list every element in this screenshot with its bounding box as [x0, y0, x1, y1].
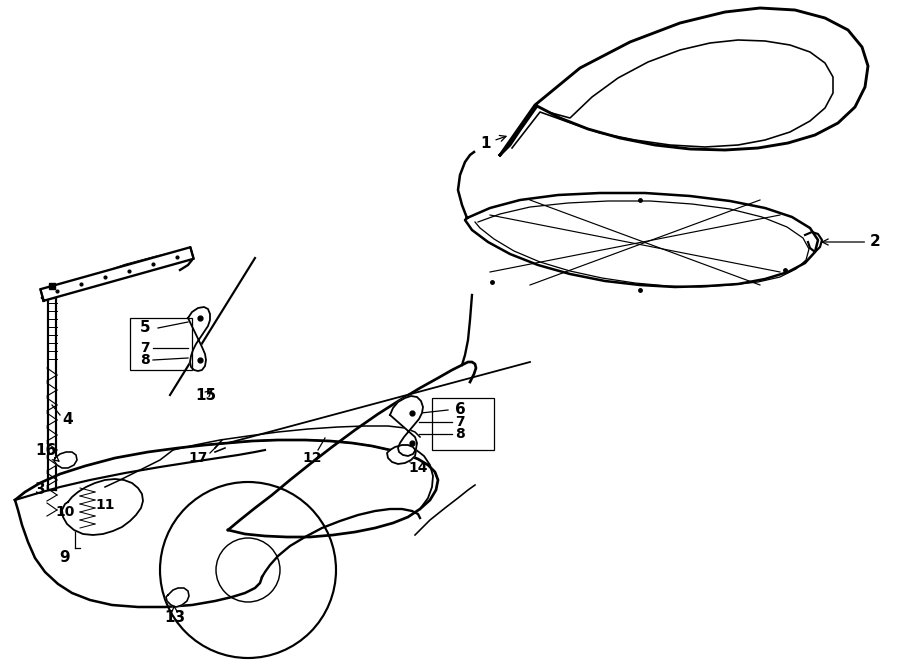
Text: 9: 9 — [59, 551, 70, 566]
Polygon shape — [62, 479, 143, 535]
Text: 6: 6 — [454, 403, 465, 418]
Text: 5: 5 — [140, 321, 150, 336]
Polygon shape — [387, 445, 416, 464]
Text: 14: 14 — [409, 461, 428, 475]
Text: 8: 8 — [140, 353, 150, 367]
Text: 7: 7 — [455, 415, 464, 429]
Text: 13: 13 — [165, 606, 185, 625]
Polygon shape — [465, 193, 818, 287]
Polygon shape — [54, 452, 77, 468]
Bar — [130, 318, 192, 370]
Text: 16: 16 — [35, 443, 59, 461]
Text: 7: 7 — [140, 341, 149, 355]
Text: 4: 4 — [63, 412, 73, 428]
Polygon shape — [390, 396, 423, 456]
Text: 2: 2 — [823, 235, 881, 249]
Polygon shape — [500, 8, 868, 155]
Text: 1: 1 — [480, 136, 506, 151]
Text: 3: 3 — [35, 483, 45, 498]
Text: 12: 12 — [302, 451, 322, 465]
Text: 17: 17 — [188, 451, 208, 465]
Polygon shape — [188, 307, 210, 371]
Text: 15: 15 — [195, 388, 216, 403]
Text: 10: 10 — [55, 505, 75, 519]
Text: 8: 8 — [455, 427, 465, 441]
Polygon shape — [42, 252, 193, 298]
Bar — [432, 398, 494, 450]
Polygon shape — [166, 588, 189, 607]
Text: 11: 11 — [95, 498, 115, 512]
Polygon shape — [40, 247, 194, 301]
